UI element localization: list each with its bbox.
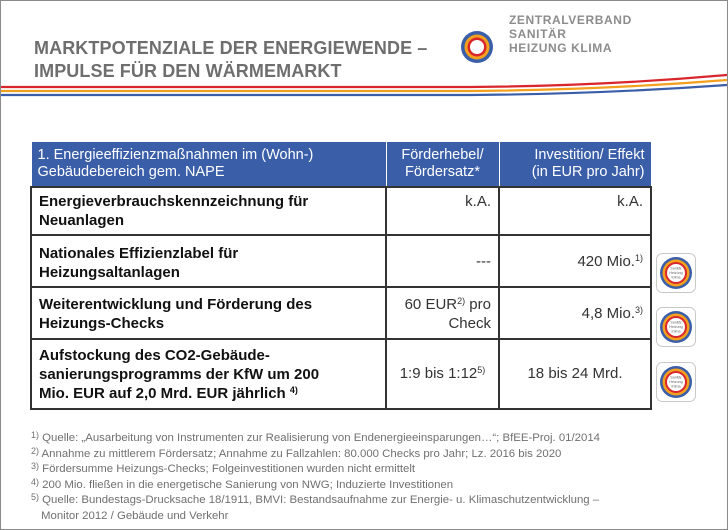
svg-text:Sanitär: Sanitär xyxy=(670,376,682,380)
lever-value: 1:9 bis 1:125) xyxy=(385,338,500,410)
footnote-ref: 1) xyxy=(634,253,643,263)
measure-name: Energieverbrauchskennzeichnung für Neuanl… xyxy=(30,186,387,236)
footnotes: 1) Quelle: „Ausarbeitung von Instrumente… xyxy=(31,430,601,524)
measure-name: Nationales Effizienzlabel für Heizungsalt… xyxy=(30,234,387,288)
measure-name: Weiterentwicklung und Förderung des Heizu… xyxy=(30,286,387,340)
svg-text:Sanitär: Sanitär xyxy=(670,321,682,325)
zvshk-logo: ZENTRALVERBAND SANITÄR HEIZUNG KLIMA xyxy=(459,13,632,63)
zvshk-badge-icon: Sanitär Heizung Klima xyxy=(656,362,696,402)
logo-line-2: SANITÄR xyxy=(509,27,567,41)
header-investment: Investition/ Effekt (in EUR pro Jahr) xyxy=(498,141,652,188)
logo-wordmark: ZENTRALVERBAND SANITÄR HEIZUNG KLIMA xyxy=(509,13,632,55)
svg-text:Klima: Klima xyxy=(672,276,681,280)
zvshk-badge-icon: Sanitär Heizung Klima xyxy=(656,253,696,293)
lever-value: 60 EUR2) pro Check xyxy=(385,286,500,340)
footnote-ref: 4) xyxy=(289,385,298,395)
effect-value: 420 Mio.1) xyxy=(498,234,652,288)
table-row: Nationales Effizienzlabel für Heizungsalt… xyxy=(30,234,652,288)
logo-mark-icon xyxy=(461,31,493,63)
footnote: 4) 200 Mio. fließen in die energetische … xyxy=(31,476,454,491)
table-row: Weiterentwicklung und Förderung des Heizu… xyxy=(30,286,652,340)
header-stripes xyxy=(1,73,727,97)
lever-value: k.A. xyxy=(385,186,500,236)
lever-value: --- xyxy=(385,234,500,288)
footnote: 5) Quelle: Bundestags-Drucksache 18/1911… xyxy=(31,492,600,506)
footnote-ref: 3) xyxy=(634,305,643,315)
effect-value: k.A. xyxy=(498,186,652,236)
table-row: Aufstockung des CO2-Gebäude-sanierungspr… xyxy=(30,338,652,410)
svg-text:Heizung: Heizung xyxy=(669,271,682,275)
footnote: 1) Quelle: „Ausarbeitung von Instrumente… xyxy=(31,430,601,444)
logo-line-3: HEIZUNG KLIMA xyxy=(509,41,613,55)
svg-text:Heizung: Heizung xyxy=(669,325,682,329)
svg-text:Klima: Klima xyxy=(672,330,681,334)
footnote-ref: 5) xyxy=(477,365,486,375)
effect-value: 18 bis 24 Mrd. xyxy=(498,338,652,410)
title-line-2: IMPULSE FÜR DEN WÄRMEMARKT xyxy=(34,61,342,81)
zvshk-badge-icon: Sanitär Heizung Klima xyxy=(656,307,696,347)
logo-line-1: ZENTRALVERBAND xyxy=(509,13,632,27)
footnote: 3) Fördersumme Heizungs-Checks; Folgeinv… xyxy=(31,461,416,475)
slide-title: MARKTPOTENZIALE DER ENERGIEWENDE – IMPUL… xyxy=(34,37,427,83)
header-measures: 1. Energieeffizienzmaßnahmen im (Wohn-) G… xyxy=(30,141,387,188)
footnote: 2) Annahme zu mittlerem Fördersatz; Anna… xyxy=(31,445,562,460)
svg-text:Sanitär: Sanitär xyxy=(670,267,682,271)
table-row: Energieverbrauchskennzeichnung für Neuanl… xyxy=(30,186,652,236)
title-line-1: MARKTPOTENZIALE DER ENERGIEWENDE – xyxy=(34,38,428,58)
footnote-continuation: Monitor 2012 / Gebäude und Verkehr xyxy=(41,509,229,522)
svg-text:Klima: Klima xyxy=(672,385,681,389)
effect-value: 4,8 Mio.3) xyxy=(498,286,652,340)
table-header-row: 1. Energieeffizienzmaßnahmen im (Wohn-) G… xyxy=(30,141,652,188)
svg-text:Heizung: Heizung xyxy=(669,380,682,384)
measure-name: Aufstockung des CO2-Gebäude-sanierungspr… xyxy=(30,338,387,410)
footnote-ref: 2) xyxy=(457,296,466,306)
header-lever: Förderhebel/Fördersatz* xyxy=(385,141,500,188)
nape-table: 1. Energieeffizienzmaßnahmen im (Wohn-) G… xyxy=(30,141,652,410)
